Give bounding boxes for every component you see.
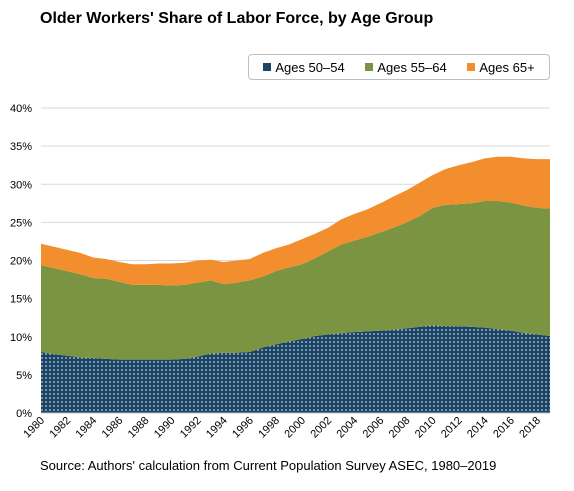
x-tick-label: 1984 [74, 415, 100, 441]
y-tick-label: 15% [10, 294, 32, 306]
x-tick-label: 2006 [361, 415, 387, 441]
legend-swatch [467, 63, 476, 71]
x-tick-label: 1994 [204, 415, 230, 441]
x-tick-label: 2008 [387, 415, 413, 441]
x-tick-label: 2018 [517, 415, 543, 441]
legend-item-ages-50-54: Ages 50–54 [263, 59, 345, 75]
x-tick-label: 1990 [152, 415, 178, 441]
legend: Ages 50–54 Ages 55–64 Ages 65+ [248, 54, 550, 80]
x-axis-tick-labels: 1980 1982 1984 1986 1988 1990 1992 1994 1996 1998… [21, 415, 543, 441]
area-ages-50-54 [41, 325, 550, 413]
area-ages-65-plus [41, 156, 550, 286]
source-note: Source: Authors' calculation from Curren… [40, 458, 497, 473]
y-tick-label: 10% [10, 332, 32, 344]
chart-title: Older Workers' Share of Labor Force, by … [40, 10, 434, 27]
y-tick-label: 0% [16, 408, 32, 420]
area-ages-55-64 [41, 201, 550, 360]
y-tick-label: 5% [16, 370, 32, 382]
x-tick-label: 2000 [282, 415, 308, 441]
y-tick-label: 25% [10, 217, 32, 229]
legend-item-ages-55-64: Ages 55–64 [365, 59, 447, 75]
y-tick-label: 40% [10, 103, 32, 115]
x-tick-label: 2016 [491, 415, 517, 441]
x-tick-label: 2010 [413, 415, 439, 441]
x-tick-label: 2012 [439, 415, 465, 441]
legend-swatch [365, 63, 374, 71]
legend-item-ages-65-plus: Ages 65+ [467, 59, 535, 75]
x-tick-label: 2002 [308, 415, 334, 441]
x-tick-label: 1988 [126, 415, 152, 441]
x-tick-label: 1996 [230, 415, 256, 441]
x-tick-label: 2004 [335, 415, 361, 441]
x-tick-label: 1992 [178, 415, 204, 441]
legend-swatch [263, 63, 272, 71]
y-axis-tick-labels: 0% 5% 10% 15% 20% 25% 30% 35% 40% [10, 103, 32, 420]
legend-label: Ages 50–54 [275, 59, 345, 75]
x-tick-label: 1982 [47, 415, 73, 441]
x-tick-label: 1998 [256, 415, 282, 441]
y-tick-label: 30% [10, 179, 32, 191]
x-tick-label: 2014 [465, 415, 491, 441]
legend-label: Ages 65+ [479, 59, 535, 75]
y-tick-label: 35% [10, 141, 32, 153]
legend-label: Ages 55–64 [377, 59, 447, 75]
y-tick-label: 20% [10, 256, 32, 268]
areas [41, 156, 550, 413]
x-tick-label: 1986 [100, 415, 126, 441]
